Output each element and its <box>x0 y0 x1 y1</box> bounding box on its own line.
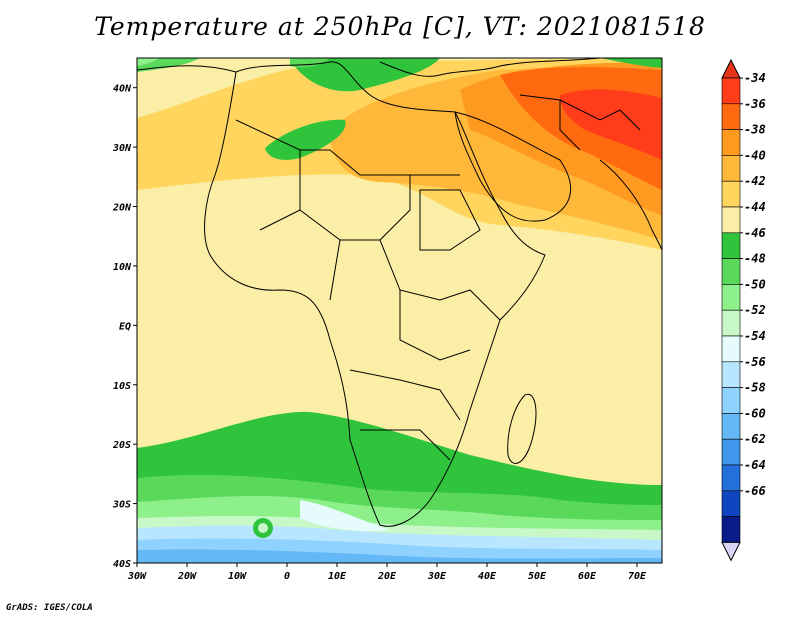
colorbar-label: -40 <box>744 148 766 162</box>
colorbar-swatch <box>721 103 741 130</box>
longitude-axis: 30W 20W 10W 0 10E 20E 30E 40E 50E 60E 70E <box>127 563 647 582</box>
lat-tick-label: 10S <box>113 381 131 392</box>
lon-tick-label: 10E <box>328 571 347 582</box>
colorbar-label: -48 <box>744 252 766 266</box>
lon-tick-label: 60E <box>578 571 597 582</box>
colorbar-swatch <box>721 180 741 208</box>
coastlines <box>137 58 662 527</box>
colorbar-label: -64 <box>744 458 766 472</box>
lon-tick-label: 50E <box>528 571 547 582</box>
colorbar-swatch <box>721 77 741 105</box>
lat-tick-label: 30N <box>112 143 132 154</box>
colorbar-swatch <box>721 206 741 234</box>
colorbar-label: -36 <box>744 97 766 111</box>
colorbar-swatch <box>721 155 741 182</box>
lat-tick-label: 20S <box>112 440 131 451</box>
colorbar-label: -62 <box>744 432 766 446</box>
colorbar-swatch <box>721 516 741 543</box>
colorbar-swatch <box>721 361 741 388</box>
lat-tick-label: EQ <box>119 321 131 332</box>
lon-tick-label: 30W <box>127 571 147 582</box>
colorbar-label: -50 <box>744 277 766 291</box>
colorbar-label: -54 <box>744 329 766 343</box>
lat-tick-label: 40S <box>113 559 131 570</box>
colorbar-swatch <box>721 464 741 492</box>
colorbar: -34 -36 -38 -40 -42 -44 -46 -48 -50 -52 -54 -56 -58 -… <box>721 58 766 562</box>
colorbar-swatch <box>721 438 741 466</box>
lat-tick-label: 40N <box>113 84 132 95</box>
lon-tick-label: 30E <box>427 571 447 582</box>
lat-tick-label: 30S <box>112 500 131 511</box>
colorbar-label: -34 <box>744 71 766 85</box>
lon-tick-label: 20E <box>377 571 397 582</box>
lat-tick-label: 10N <box>113 262 132 273</box>
colorbar-label: -46 <box>744 226 766 240</box>
lon-tick-label: 10W <box>228 571 247 582</box>
colorbar-swatch <box>721 387 741 414</box>
colorbar-top-arrow <box>721 58 741 79</box>
lat-tick-label: 20N <box>112 203 132 214</box>
colorbar-label: -38 <box>744 123 766 137</box>
colorbar-label: -56 <box>744 355 766 369</box>
colorbar-swatch <box>721 490 741 517</box>
lon-tick-label: 20W <box>177 571 197 582</box>
colorbar-label: -42 <box>744 174 766 188</box>
lon-tick-label: 40E <box>478 571 497 582</box>
credit-text: GrADS: IGES/COLA <box>6 603 93 613</box>
colorbar-label: -66 <box>744 484 766 498</box>
lon-tick-label: 0 <box>284 571 290 582</box>
colorbar-swatch <box>721 413 741 440</box>
lon-tick-label: 70E <box>628 571 647 582</box>
colorbar-label: -52 <box>744 303 766 317</box>
colorbar-swatch <box>721 129 741 156</box>
colorbar-bottom-arrow <box>721 541 741 562</box>
map-frame <box>136 57 663 564</box>
colorbar-swatch <box>721 232 741 259</box>
colorbar-swatch <box>721 258 741 285</box>
colorbar-swatch <box>721 309 741 337</box>
colorbar-swatch <box>721 284 741 311</box>
colorbar-label: -44 <box>744 200 766 214</box>
colorbar-swatch <box>721 335 741 363</box>
colorbar-label: -58 <box>744 381 766 395</box>
latitude-axis: 40N 30N 20N 10N EQ 10S 20S 30S 40S <box>112 84 137 570</box>
map-title: Temperature at 250hPa [C], VT: 202108151… <box>94 12 706 41</box>
colorbar-label: -60 <box>744 406 766 420</box>
